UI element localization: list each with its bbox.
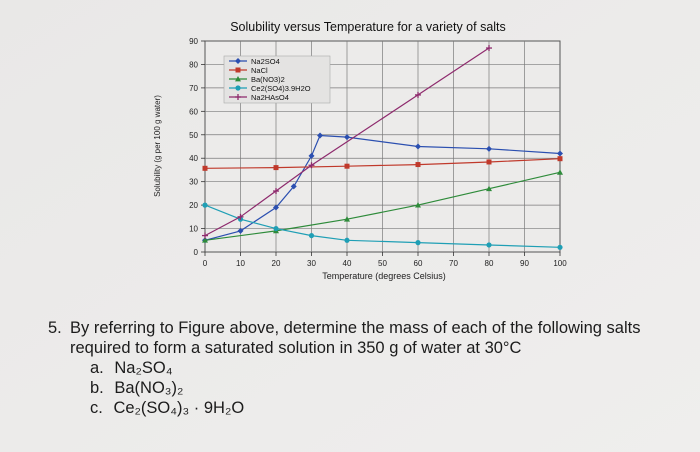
series-4: [202, 45, 492, 239]
x-tick-label: 50: [378, 259, 387, 268]
y-axis-label: Solubility (g per 100 g water): [153, 95, 162, 197]
question-item-c: c. Ce₂(SO₄)₃ · 9H₂O: [90, 398, 244, 418]
data-point: [237, 227, 244, 234]
item-label: a.: [90, 359, 104, 377]
item-label: b.: [90, 379, 104, 397]
item-label: c.: [90, 399, 103, 417]
x-tick-labels: 0 10 20 30 40 50 60 70 80 90 100: [203, 259, 567, 268]
x-axis-label: Temperature (degrees Celsius): [322, 271, 446, 281]
series-line: [204, 47, 490, 237]
y-tick-label: 60: [189, 107, 198, 116]
y-tick-label: 90: [189, 37, 198, 46]
data-point: [308, 152, 315, 159]
data-point: [344, 134, 350, 141]
data-point: [557, 244, 563, 250]
y-tick-label: 80: [189, 60, 198, 69]
item-formula: Ce₂(SO₄)₃ · 9H₂O: [113, 399, 245, 417]
y-tick-label: 0: [194, 248, 199, 257]
x-tick-label: 30: [307, 259, 316, 268]
data-point: [486, 242, 492, 248]
series-2: [202, 169, 563, 243]
data-point: [317, 132, 324, 139]
y-tick-label: 20: [189, 201, 198, 210]
x-tick-label: 0: [203, 259, 208, 268]
data-point: [415, 143, 421, 150]
x-tick-label: 90: [520, 259, 529, 268]
data-point: [415, 162, 421, 168]
data-point: [344, 237, 350, 243]
x-tick-label: 40: [343, 259, 352, 268]
x-tick-label: 10: [236, 259, 245, 268]
item-formula: Ba(NO₃)₂: [114, 379, 184, 397]
series-3: [202, 202, 563, 250]
data-point: [486, 159, 492, 165]
question-item-a: a. Na₂SO₄: [90, 358, 172, 378]
x-tick-label: 80: [485, 259, 494, 268]
series-line: [204, 171, 561, 241]
question-number: 5.: [48, 319, 62, 337]
series-line: [204, 204, 561, 248]
legend-label: Na2HAsO4: [251, 93, 289, 102]
data-point: [344, 216, 350, 222]
y-tick-label: 10: [189, 225, 198, 234]
data-point: [557, 150, 563, 157]
data-point: [557, 156, 563, 162]
data-point: [202, 165, 208, 171]
series-1: [202, 156, 563, 171]
y-tick-label: 40: [189, 154, 198, 163]
data-point: [273, 204, 279, 211]
chart-title: Solubility versus Temperature for a vari…: [230, 20, 506, 34]
data-point: [415, 202, 421, 208]
data-point: [235, 67, 241, 73]
question-item-b: b. Ba(NO₃)₂: [90, 378, 183, 398]
data-point: [235, 85, 241, 91]
legend-label: Ce2(SO4)3.9H2O: [251, 84, 311, 93]
y-tick-label: 70: [189, 84, 198, 93]
data-point: [308, 232, 315, 239]
data-point: [202, 202, 208, 208]
legend-label: NaCl: [251, 66, 268, 75]
data-point: [415, 240, 421, 246]
series-0: [202, 132, 563, 244]
x-tick-label: 20: [272, 259, 281, 268]
x-tick-label: 100: [553, 259, 567, 268]
data-point: [235, 76, 241, 82]
legend-label: Na2SO4: [251, 57, 280, 66]
y-tick-label: 30: [189, 178, 198, 187]
series-line: [204, 158, 561, 169]
y-tick-label: 50: [189, 131, 198, 140]
data-point: [486, 185, 492, 192]
data-point: [202, 237, 208, 243]
data-point: [344, 163, 350, 169]
legend-label: Ba(NO3)2: [251, 75, 285, 84]
data-point: [273, 225, 279, 232]
data-point: [235, 58, 241, 64]
data-point: [557, 169, 563, 175]
y-tick-labels: 0 10 20 30 40 50 60 70 80 90: [189, 37, 198, 257]
data-point: [273, 165, 279, 171]
data-point: [486, 145, 492, 152]
item-formula: Na₂SO₄: [114, 359, 173, 377]
series-line: [204, 134, 561, 241]
x-tick-label: 70: [449, 259, 458, 268]
question-line-2: required to form a saturated solution in…: [70, 339, 522, 357]
question-line-1: By referring to Figure above, determine …: [70, 319, 641, 337]
x-tick-label: 60: [414, 259, 423, 268]
data-series: [202, 45, 563, 250]
data-point: [290, 183, 297, 190]
